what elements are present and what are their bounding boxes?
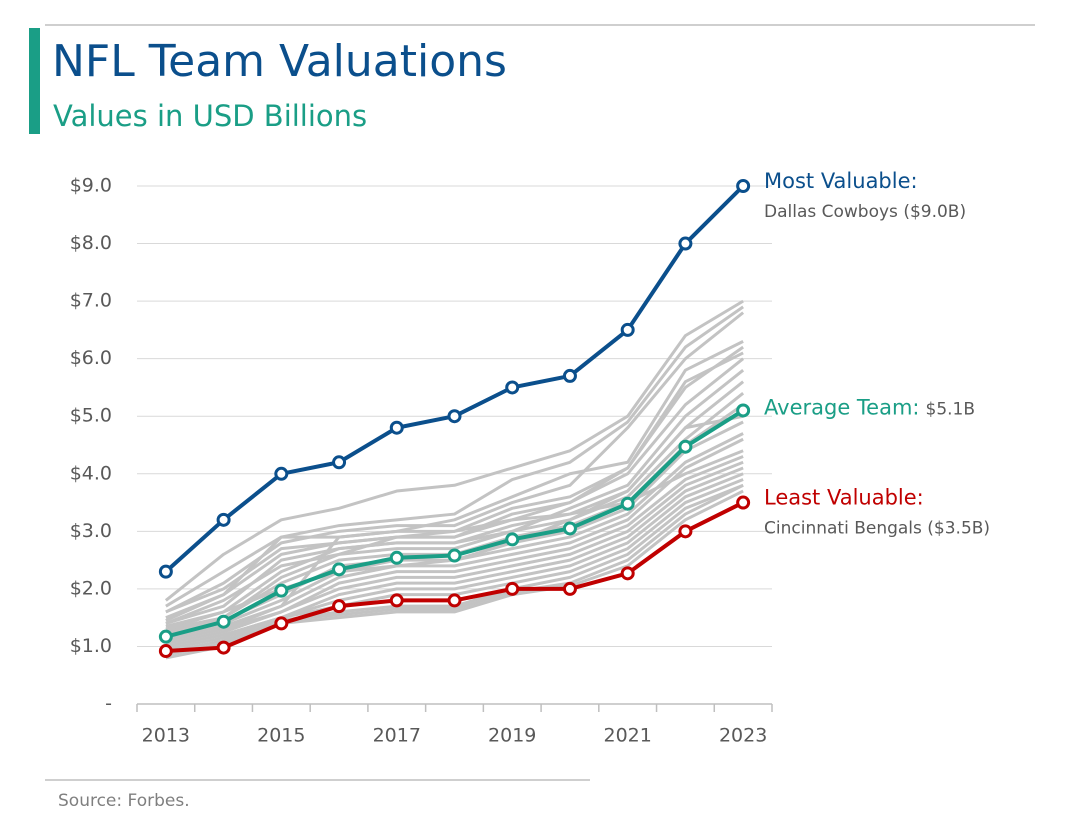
point — [389, 550, 404, 565]
point — [736, 403, 751, 418]
point — [736, 179, 751, 193]
point — [332, 599, 347, 614]
x-tick-label: 2021 — [604, 725, 652, 747]
point — [562, 581, 577, 596]
x-tick-label: 2017 — [373, 725, 421, 747]
annotation-value: Cincinnati Bengals ($3.5B) — [764, 519, 990, 539]
point — [274, 616, 289, 631]
x-tick-label: 2019 — [488, 725, 536, 747]
chart-title: NFL Team Valuations — [52, 36, 507, 87]
source: Source: Forbes. — [58, 791, 190, 811]
point — [158, 564, 173, 579]
point — [158, 644, 173, 659]
team-line — [164, 299, 744, 602]
annotation-value: $5.1B — [926, 399, 976, 419]
y-tick-label: $8.0 — [70, 232, 112, 254]
point — [505, 581, 520, 596]
point — [332, 455, 347, 470]
team-line — [165, 305, 744, 608]
point — [274, 583, 289, 598]
y-tick-label: $6.0 — [70, 347, 112, 369]
point — [389, 420, 404, 435]
x-tick-label: 2015 — [257, 725, 305, 747]
y-tick-label: $3.0 — [70, 520, 112, 542]
point — [562, 521, 577, 536]
point — [447, 593, 462, 608]
point — [158, 629, 173, 644]
point — [447, 409, 462, 424]
accent-bar — [29, 28, 40, 134]
point — [447, 548, 462, 563]
annotation-label: Least Valuable: — [764, 486, 924, 510]
point — [678, 439, 693, 454]
point — [620, 566, 635, 581]
point — [562, 368, 577, 383]
annotation-value: Dallas Cowboys ($9.0B) — [764, 202, 966, 222]
point — [216, 614, 231, 629]
point — [505, 380, 520, 395]
y-tick-label: $1.0 — [70, 635, 112, 657]
point — [678, 524, 693, 539]
y-tick-label: $9.0 — [70, 175, 112, 197]
chart-subtitle: Values in USD Billions — [53, 99, 367, 133]
plot-area: - $1.0 $2.0 $3.0 $4.0 $5.0 $6.0 $7.0 $8.0 $9.0 201… — [70, 169, 990, 747]
point — [216, 640, 231, 655]
y-tick-label: - — [105, 693, 112, 715]
point — [389, 593, 404, 608]
y-tick-label: $2.0 — [70, 577, 112, 599]
team-line — [165, 449, 744, 643]
team-line — [165, 483, 744, 657]
annotation-label: Average Team: — [764, 395, 920, 419]
y-tick-label: $7.0 — [70, 290, 112, 312]
point — [620, 496, 635, 511]
x-tick-label: 2023 — [719, 725, 767, 747]
point — [678, 236, 693, 251]
point — [216, 512, 231, 527]
x-tick-label: 2013 — [142, 725, 190, 747]
point — [736, 495, 751, 510]
team-line — [165, 351, 744, 614]
team-line — [165, 460, 744, 646]
team-line — [165, 340, 744, 620]
y-tick-label: $5.0 — [70, 405, 112, 427]
point — [332, 562, 347, 577]
point — [620, 322, 635, 337]
point — [274, 466, 289, 481]
y-tick-label: $4.0 — [70, 462, 112, 484]
annotation-label: Most Valuable: — [764, 169, 918, 193]
point — [505, 532, 520, 547]
